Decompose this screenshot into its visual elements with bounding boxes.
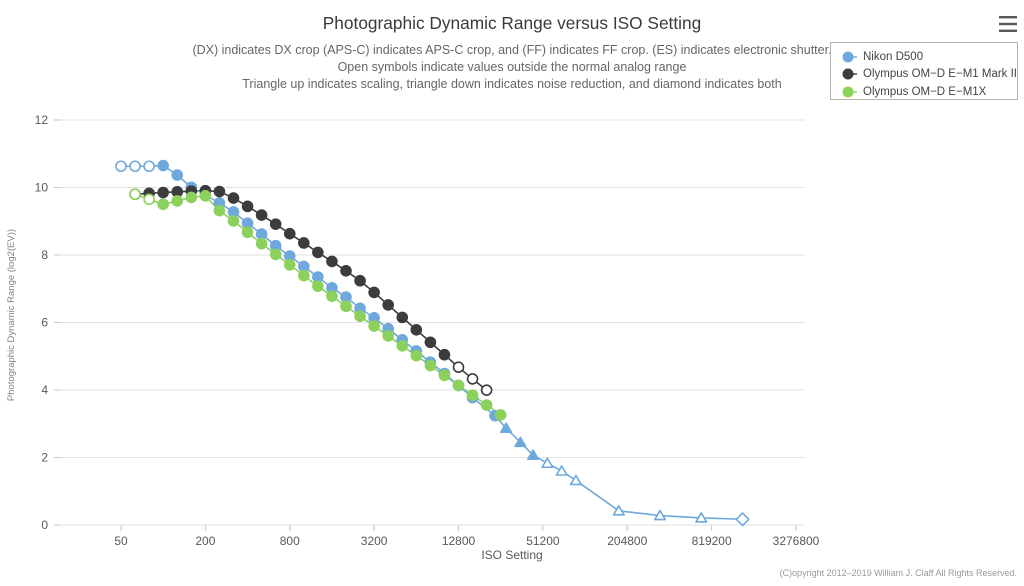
svg-text:204800: 204800 [607,534,647,548]
svg-text:12800: 12800 [442,534,476,548]
svg-text:3276800: 3276800 [773,534,820,548]
svg-text:6: 6 [41,316,48,330]
svg-text:0: 0 [41,518,48,532]
svg-text:4: 4 [41,383,48,397]
svg-text:200: 200 [195,534,215,548]
svg-text:10: 10 [35,181,49,195]
svg-text:800: 800 [280,534,300,548]
svg-text:50: 50 [114,534,128,548]
svg-text:3200: 3200 [361,534,388,548]
svg-text:819200: 819200 [692,534,732,548]
svg-text:51200: 51200 [526,534,560,548]
svg-text:12: 12 [35,113,49,127]
svg-text:8: 8 [41,248,48,262]
svg-text:2: 2 [41,451,48,465]
